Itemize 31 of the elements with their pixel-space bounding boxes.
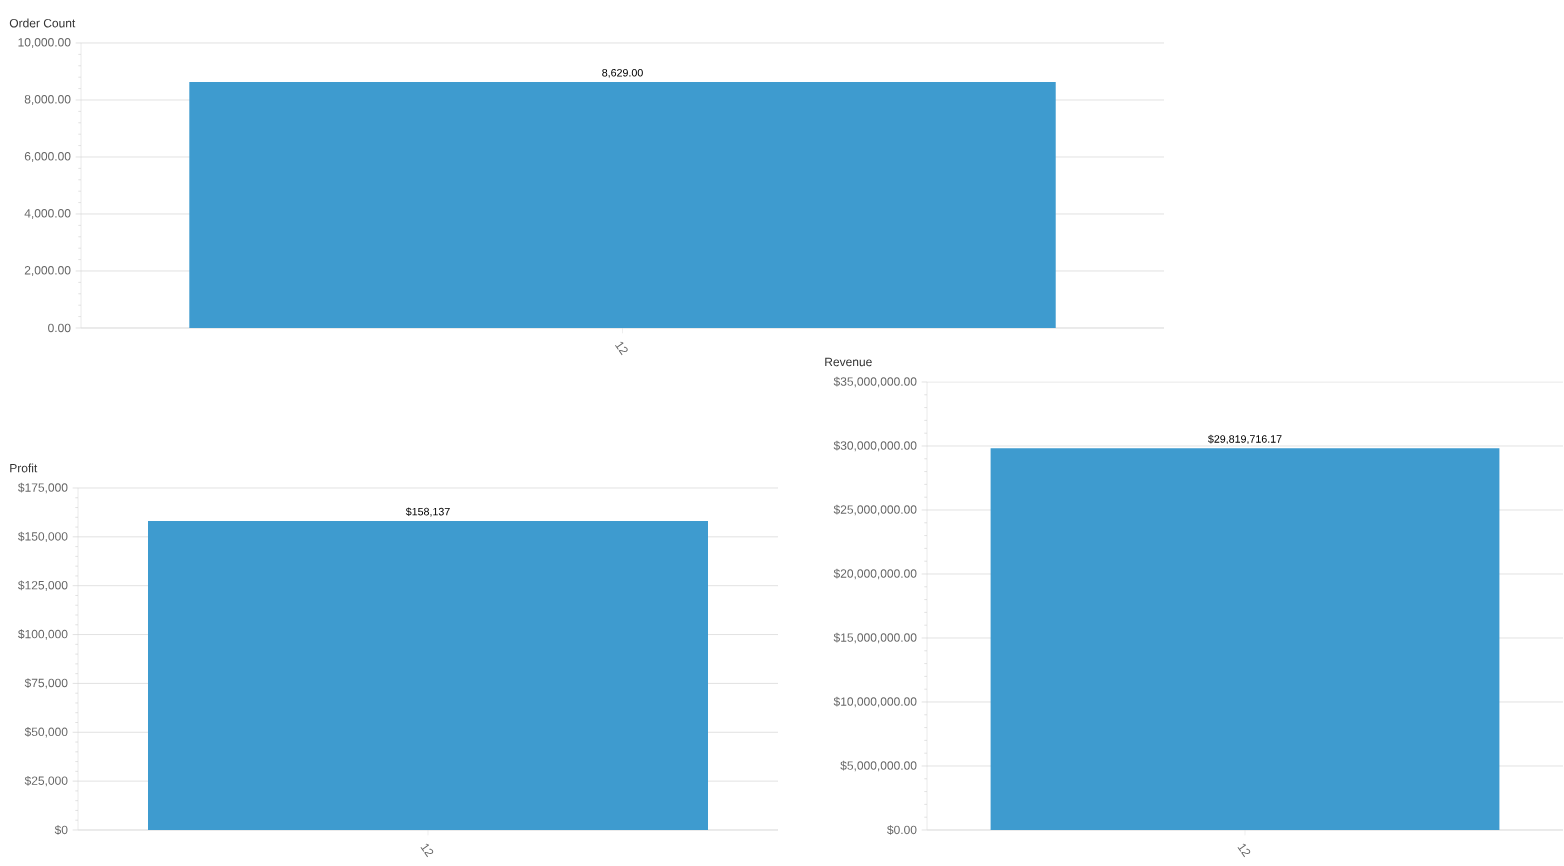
y-tick-label: $150,000 (18, 531, 68, 543)
y-tick-label: $50,000 (24, 727, 68, 738)
y-axis-title: Order Count (9, 18, 76, 28)
y-axis-title: Profit (10, 463, 38, 473)
y-tick-label: 6,000.00 (24, 152, 71, 162)
y-tick-label: 0.00 (48, 323, 71, 333)
y-tick-label: $0.00 (887, 825, 917, 835)
y-tick-label: $0 (54, 825, 68, 835)
y-tick-label: $15,000,000.00 (833, 632, 917, 644)
y-tick-label: 4,000.00 (24, 209, 71, 219)
data-label: $29,819,716.17 (1208, 434, 1282, 445)
y-tick-label: $25,000,000.00 (833, 504, 917, 516)
x-tick-label: 12 (1237, 843, 1251, 858)
y-tick-label: $25,000 (24, 775, 68, 787)
y-tick-label: $20,000,000.00 (833, 568, 917, 580)
y-tick-label: $35,000,000.00 (833, 376, 917, 388)
y-tick-label: 2,000.00 (24, 266, 71, 276)
y-tick-label: $5,000,000.00 (840, 760, 917, 772)
y-tick-label: 10,000.00 (18, 38, 71, 48)
y-tick-label: $175,000 (18, 482, 68, 494)
y-tick-label: $125,000 (18, 580, 68, 591)
data-label: 8,629.00 (602, 68, 643, 78)
x-tick-label: 12 (615, 341, 628, 356)
y-tick-label: $75,000 (24, 678, 68, 689)
y-tick-label: $100,000 (18, 629, 68, 640)
x-tick-label: 12 (420, 843, 434, 858)
y-tick-label: 8,000.00 (24, 95, 71, 105)
y-tick-label: $30,000,000.00 (833, 440, 917, 452)
y-axis-title: Revenue (825, 357, 872, 367)
y-tick-label: $10,000,000.00 (833, 696, 917, 708)
data-label: $158,137 (405, 507, 450, 517)
